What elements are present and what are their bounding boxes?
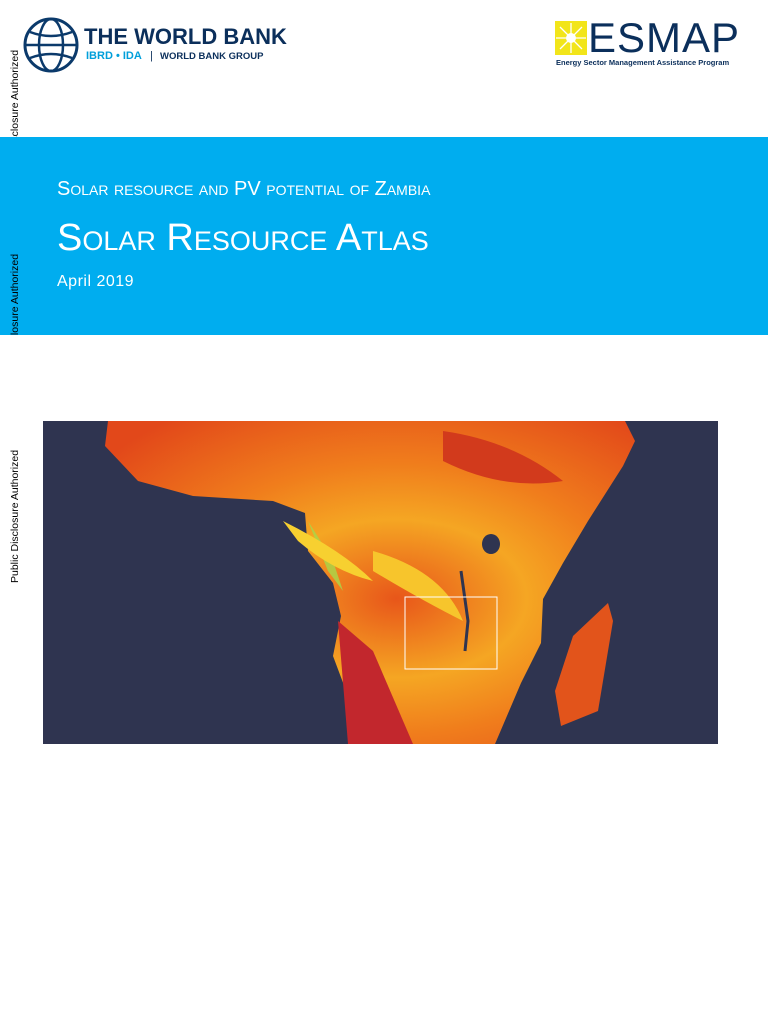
side-label-box: Public Disclosure Authorized: [0, 137, 30, 335]
side-label: Public Disclosure Authorized: [9, 253, 21, 335]
world-bank-sub: IBRD • IDA: [86, 50, 142, 62]
solar-map: [43, 421, 718, 744]
esmap-name: ESMAP: [588, 14, 741, 61]
side-label: Public Disclosure Authorized: [9, 449, 21, 583]
separator: |: [150, 50, 153, 62]
side-label-box: Public Disclosure Authorized: [0, 335, 30, 595]
esmap-icon: [555, 21, 587, 55]
subtitle: Solar resource and PV potential of Zambi…: [57, 178, 431, 200]
world-bank-globe: [23, 17, 79, 73]
world-bank-name: THE WORLD BANK: [84, 24, 287, 49]
date: April 2019: [57, 273, 135, 290]
world-bank-group: WORLD BANK GROUP: [160, 51, 264, 62]
banner: Public Disclosure Authorized Solar resou…: [0, 137, 768, 335]
title: Solar Resource Atlas: [57, 217, 429, 259]
esmap-tagline: Energy Sector Management Assistance Prog…: [556, 58, 730, 67]
